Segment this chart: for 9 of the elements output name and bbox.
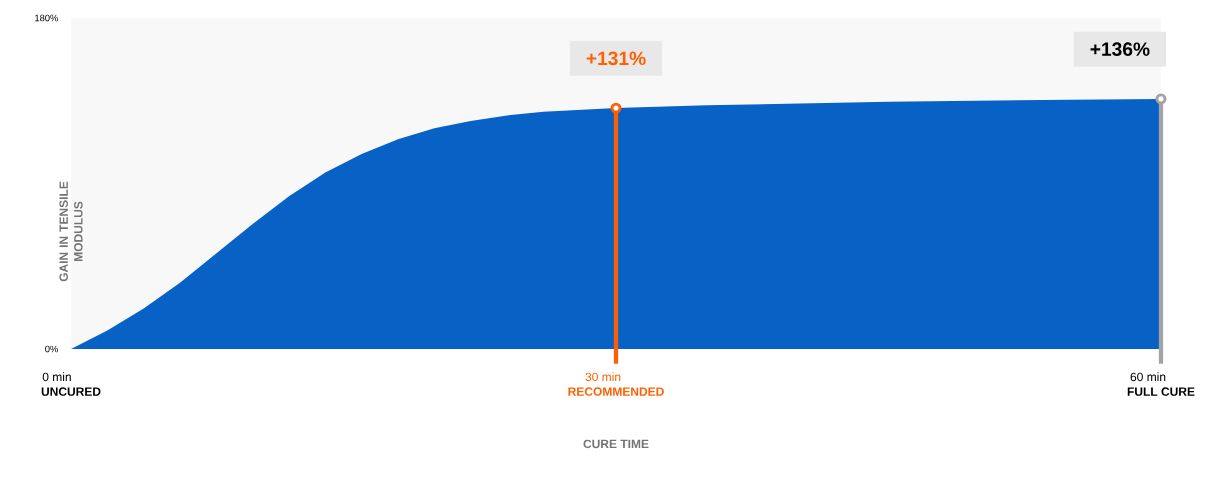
x-tick-label: 0 min UNCURED (41, 372, 101, 396)
annotation: +136% (1090, 42, 1150, 56)
x-axis-title: CURE TIME (583, 439, 649, 449)
x-tick-label: 30 min RECOMMENDED (568, 372, 664, 396)
y-tick-label: 180% (35, 14, 58, 22)
y-axis-title: GAIN IN TENSILE MODULUS (59, 181, 83, 282)
y-tick-label: 0% (45, 345, 58, 353)
x-tick-label: 60 min FULL CURE (1127, 372, 1195, 396)
annotation: +131% (586, 51, 646, 66)
